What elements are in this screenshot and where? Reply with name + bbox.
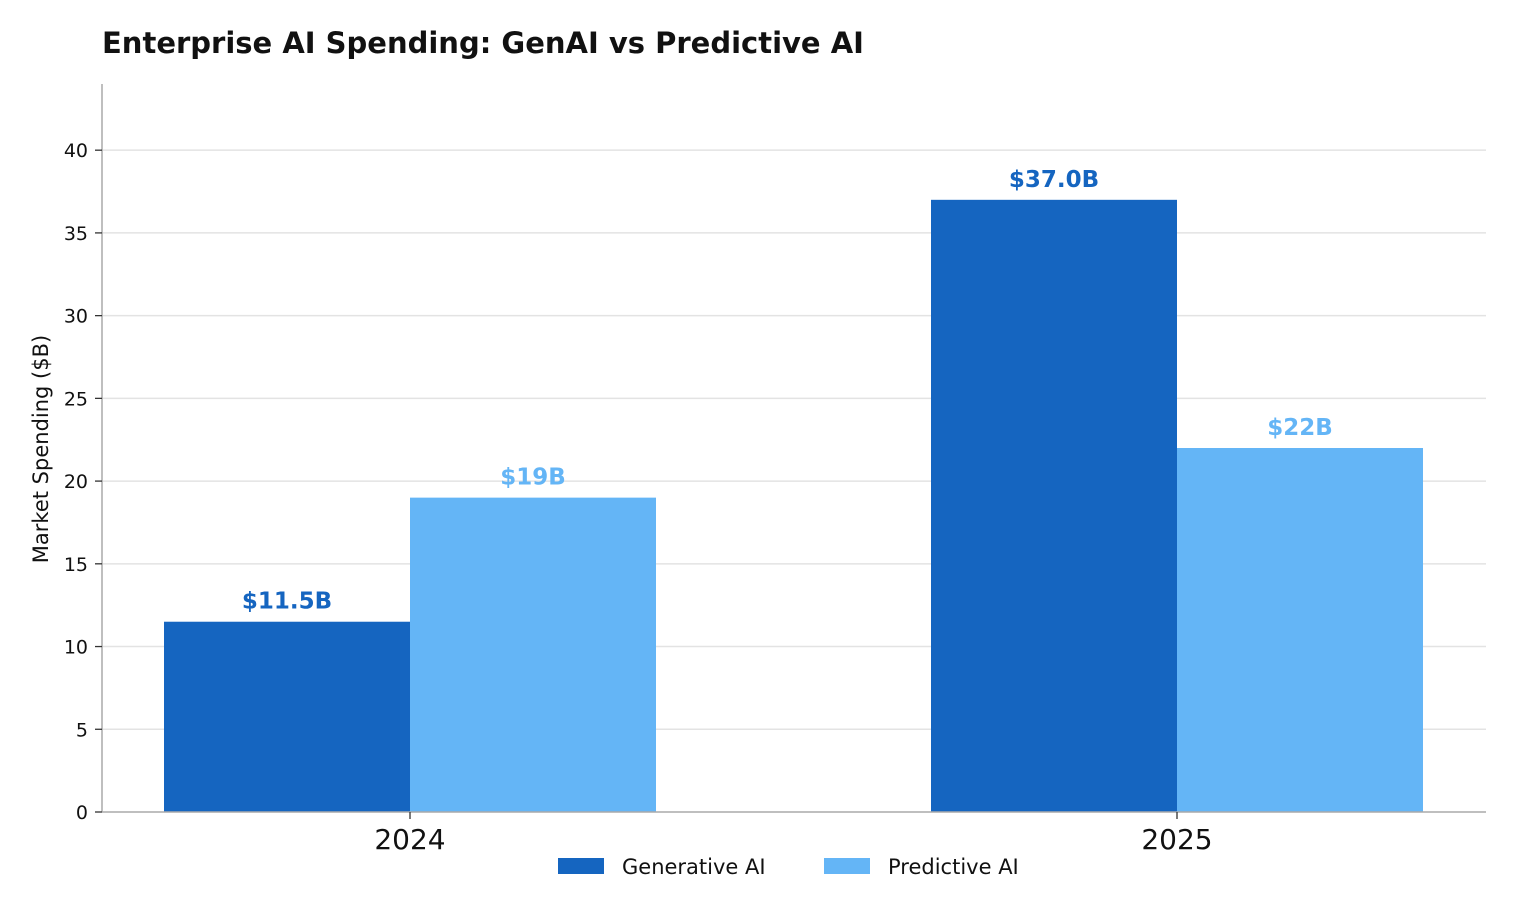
legend-label-predictive-ai: Predictive AI <box>888 855 1019 879</box>
data-label-predictive-ai-2025: $22B <box>1267 415 1333 441</box>
bar-generative-ai-2025 <box>931 199 1177 812</box>
legend: Generative AI Predictive AI <box>558 855 1019 879</box>
y-tick-label-20: 20 <box>64 471 88 493</box>
y-tick-label-5: 5 <box>76 719 88 741</box>
bars <box>164 199 1423 812</box>
legend-swatch-generative-ai <box>558 858 604 874</box>
data-label-predictive-ai-2024: $19B <box>500 465 566 491</box>
data-label-generative-ai-2024: $11.5B <box>242 589 332 615</box>
legend-label-generative-ai: Generative AI <box>622 855 766 879</box>
y-tick-label-25: 25 <box>64 388 88 410</box>
bar-predictive-ai-2024 <box>410 497 656 812</box>
y-axis-label: Market Spending ($B) <box>29 335 53 563</box>
y-tick-label-10: 10 <box>64 637 88 659</box>
data-labels: $11.5B $19B $37.0B $22B <box>242 167 1333 615</box>
axes <box>101 84 1486 813</box>
legend-swatch-predictive-ai <box>824 858 870 874</box>
y-tick-label-30: 30 <box>64 306 88 328</box>
y-tick-label-0: 0 <box>76 802 88 824</box>
x-tick-label-2025: 2025 <box>1141 823 1212 856</box>
chart-title: Enterprise AI Spending: GenAI vs Predict… <box>102 26 864 60</box>
y-tick-label-15: 15 <box>64 554 88 576</box>
y-ticks: 0 5 10 15 20 25 30 35 40 <box>64 140 102 824</box>
bar-generative-ai-2024 <box>164 621 410 812</box>
y-tick-label-40: 40 <box>64 140 88 162</box>
x-ticks: 2024 2025 <box>374 812 1213 856</box>
data-label-generative-ai-2025: $37.0B <box>1009 167 1099 193</box>
y-tick-label-35: 35 <box>64 223 88 245</box>
x-tick-label-2024: 2024 <box>374 823 445 856</box>
bar-predictive-ai-2025 <box>1177 448 1423 812</box>
